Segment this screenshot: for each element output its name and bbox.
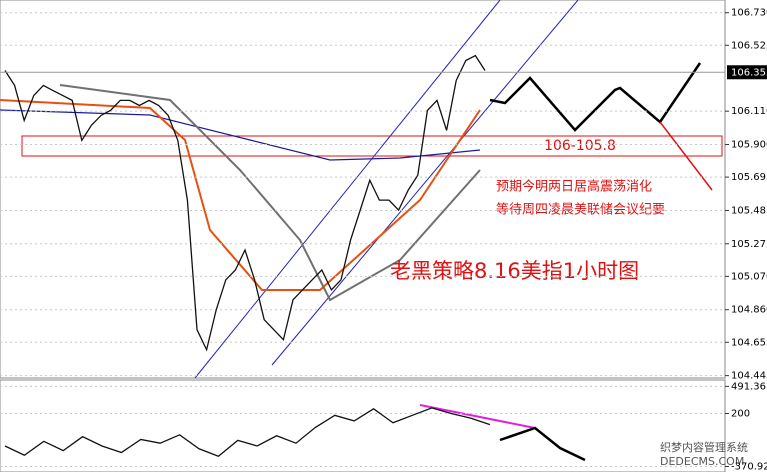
y-tick-label: 104.655 bbox=[731, 337, 767, 348]
chart-title: 老黑策略8.16美指1小时图 bbox=[390, 259, 639, 283]
y-tick-label: 105.485 bbox=[731, 205, 767, 216]
channel-line bbox=[271, 0, 579, 366]
oscillator-panel bbox=[0, 379, 726, 472]
watermark: 织梦内容管理系统 bbox=[660, 440, 748, 454]
note: 等待周四凌晨美联储会议纪要 bbox=[496, 202, 665, 218]
y-tick-label: 105.070 bbox=[731, 271, 767, 282]
y-tick-label: 200 bbox=[731, 408, 750, 419]
forecast-path bbox=[499, 426, 586, 462]
y-tick-label: 104.445 bbox=[731, 371, 767, 382]
y-tick-label: 491.3671 bbox=[731, 381, 767, 392]
ma-line bbox=[59, 84, 481, 302]
y-tick-label: -370.923 bbox=[731, 462, 767, 472]
zone-label: 106-105.8 bbox=[544, 138, 616, 154]
last-price-label: 106.355 bbox=[731, 67, 767, 78]
y-tick-label: 105.900 bbox=[731, 140, 767, 151]
main-panel bbox=[0, 0, 726, 379]
last-price-box bbox=[727, 65, 767, 80]
forecast-path bbox=[489, 62, 702, 132]
note: 预期今明两日居高震荡消化 bbox=[496, 179, 652, 195]
y-tick-label: 104.860 bbox=[731, 305, 767, 316]
channel-line bbox=[194, 0, 501, 379]
y-tick-label: 106.730 bbox=[731, 8, 767, 19]
decorations bbox=[0, 0, 723, 462]
y-tick-label: 106.110 bbox=[731, 106, 767, 117]
price-line bbox=[4, 407, 491, 457]
forecast-arrow bbox=[659, 121, 713, 191]
zone-box bbox=[21, 135, 723, 157]
ma-line bbox=[0, 99, 481, 291]
watermark: DEDECMS.COM bbox=[660, 455, 744, 468]
y-tick-label: 105.695 bbox=[731, 172, 767, 183]
divergence-line bbox=[419, 404, 536, 429]
price-line bbox=[4, 54, 486, 352]
y-tick-label: 105.275 bbox=[731, 239, 767, 250]
ma-line bbox=[0, 109, 481, 161]
y-tick-label: 106.525 bbox=[731, 40, 767, 51]
